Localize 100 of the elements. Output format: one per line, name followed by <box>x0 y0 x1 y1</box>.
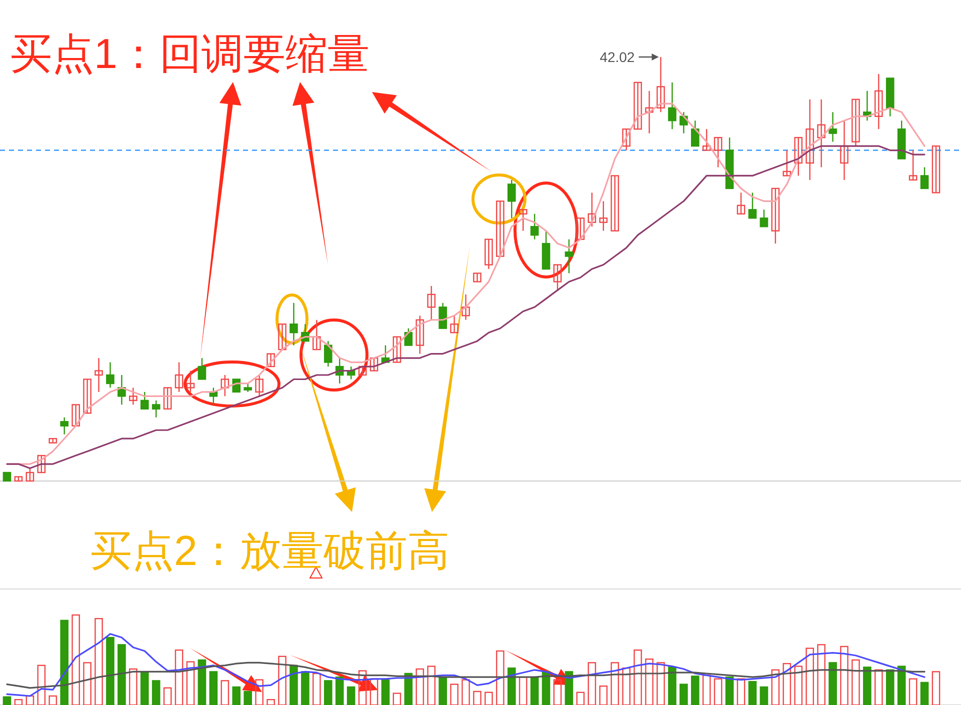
candlestick <box>920 166 929 190</box>
candlestick <box>496 200 504 257</box>
annotation: 买点1：回调要缩量 <box>10 30 370 77</box>
candlestick <box>72 404 80 426</box>
bar <box>129 668 138 705</box>
candlestick <box>174 362 184 393</box>
bar <box>908 678 918 705</box>
candlestick <box>26 468 34 482</box>
candlestick <box>60 416 68 435</box>
candlestick <box>840 120 848 181</box>
candlestick <box>255 374 264 397</box>
candlestick <box>771 188 780 244</box>
bar <box>530 676 539 705</box>
candlestick <box>290 302 298 346</box>
candlestick <box>473 272 482 282</box>
bar <box>553 679 562 705</box>
candlestick <box>106 362 114 388</box>
candlestick <box>932 145 940 194</box>
candlestick <box>140 391 149 410</box>
bar <box>496 650 504 705</box>
bar <box>484 692 493 705</box>
bar <box>427 666 436 705</box>
candlestick <box>794 136 803 176</box>
bar <box>83 662 92 705</box>
candlestick <box>507 179 516 219</box>
bar <box>244 690 252 705</box>
bar <box>290 664 298 705</box>
bar <box>760 686 768 705</box>
candlestick <box>462 294 470 320</box>
bar <box>358 670 367 705</box>
bar <box>163 687 172 705</box>
bar <box>198 659 206 705</box>
bar <box>736 678 746 705</box>
candlestick <box>94 357 103 393</box>
bar <box>794 666 803 705</box>
bar <box>26 695 34 705</box>
candlestick <box>370 357 378 372</box>
candlestick <box>312 319 321 350</box>
bar <box>668 666 676 705</box>
bar <box>312 672 321 705</box>
candlestick <box>553 264 562 291</box>
bar <box>932 671 940 705</box>
bar <box>266 699 275 705</box>
candlestick <box>634 82 642 130</box>
bar <box>588 662 596 705</box>
bar <box>438 676 447 705</box>
bar <box>462 679 470 705</box>
bar <box>806 648 814 705</box>
bar <box>610 662 620 705</box>
candlestick <box>908 150 918 181</box>
bar <box>897 666 906 705</box>
candlestick <box>37 454 46 474</box>
bar <box>118 644 126 705</box>
bar <box>37 664 46 705</box>
bar <box>72 614 80 705</box>
candlestick <box>416 315 424 354</box>
annotation: 42.02 <box>600 49 635 65</box>
candlestick <box>588 192 596 228</box>
bar <box>576 692 585 705</box>
bar <box>152 680 160 705</box>
bar <box>186 661 195 705</box>
bar <box>771 669 780 705</box>
bar <box>392 692 402 705</box>
candlestick <box>782 150 792 176</box>
bar <box>507 668 516 705</box>
candlestick <box>324 340 332 368</box>
bar <box>782 663 792 705</box>
bar <box>634 650 642 705</box>
bar <box>106 636 114 705</box>
candlestick <box>152 400 160 418</box>
bar <box>255 679 264 705</box>
bar <box>324 680 332 705</box>
bar <box>301 671 310 705</box>
candlestick <box>129 387 138 406</box>
candlestick <box>668 82 676 130</box>
candlestick <box>656 56 665 113</box>
bar <box>714 678 722 705</box>
candlestick <box>266 353 275 368</box>
bar <box>518 676 528 705</box>
bar <box>2 696 12 705</box>
candlestick <box>530 213 539 240</box>
bar <box>622 668 630 705</box>
bar <box>874 669 883 705</box>
candlestick <box>198 357 206 380</box>
text: 买点2：放量破前高 <box>90 527 450 574</box>
candlestick <box>576 218 585 240</box>
bar <box>14 699 23 705</box>
bar <box>209 671 218 705</box>
bar <box>473 690 482 705</box>
bar <box>346 686 356 705</box>
candlestick <box>427 285 436 320</box>
candlestick <box>874 73 883 130</box>
bar <box>220 680 230 705</box>
bar <box>828 662 837 705</box>
candlestick <box>828 112 837 142</box>
candlestick <box>714 136 722 168</box>
candlestick <box>760 209 768 228</box>
bar <box>656 662 665 705</box>
bar <box>48 695 58 705</box>
candlestick <box>806 98 814 181</box>
